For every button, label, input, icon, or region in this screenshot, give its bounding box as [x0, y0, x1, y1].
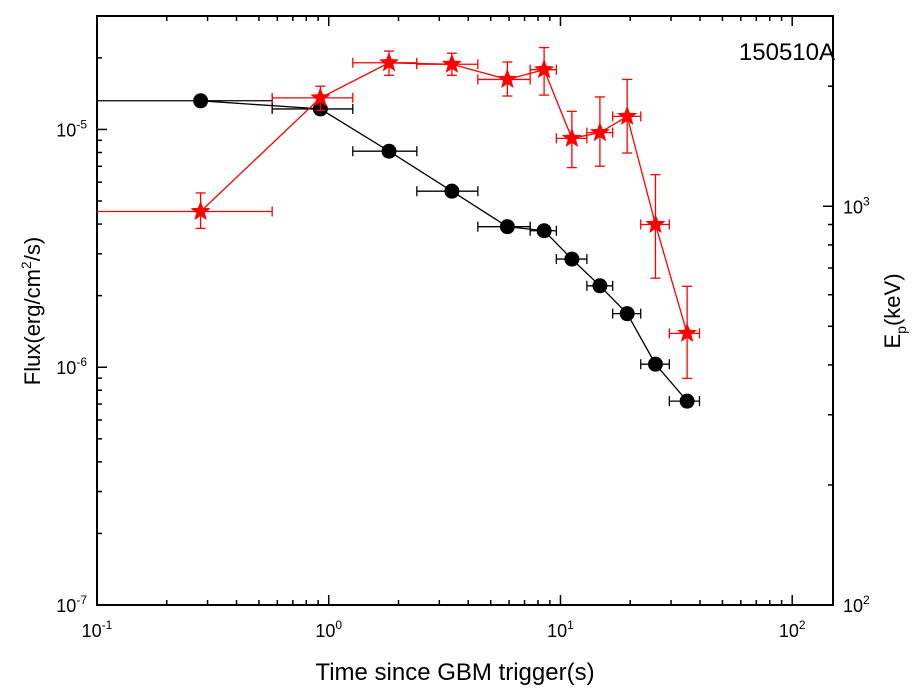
y-right-tick-label: 102: [843, 593, 870, 616]
data-point: [645, 213, 666, 234]
x-tick-label: 10-1: [82, 618, 113, 641]
data-point: [561, 127, 583, 148]
series-layer: [96, 46, 701, 409]
x-tick-label: 101: [547, 618, 574, 641]
data-point: [619, 306, 635, 322]
y-left-tick-label: 10-7: [56, 593, 87, 616]
x-tick-label: 102: [779, 618, 806, 641]
left-y-axis-label: Flux(erg/cm2/s): [18, 237, 45, 385]
data-point: [589, 121, 611, 142]
data-point: [444, 183, 460, 199]
error-bar: [96, 192, 273, 230]
series-line: [200, 100, 688, 402]
data-point: [564, 251, 580, 267]
data-point: [497, 68, 518, 89]
axis-ticks: [96, 15, 833, 606]
data-point: [499, 219, 515, 235]
x-axis-label: Time since GBM trigger(s): [315, 659, 594, 686]
data-point: [616, 105, 638, 126]
data-point: [647, 356, 663, 372]
right-y-axis-label: Ep(keV): [880, 273, 909, 348]
data-point: [536, 223, 552, 239]
series-line: [200, 62, 688, 334]
data-point: [441, 53, 463, 73]
right-y-tick-labels: 102 103: [843, 194, 870, 616]
data-point: [676, 322, 698, 343]
x-tick-labels: 10-1 100 101 102: [82, 618, 806, 641]
data-point: [378, 52, 400, 72]
data-point: [679, 393, 695, 409]
data-point: [310, 87, 331, 107]
series-1: [96, 46, 701, 380]
data-point: [190, 200, 211, 221]
series-0: [96, 93, 701, 409]
y-left-tick-label: 10-6: [56, 355, 87, 378]
data-point: [381, 143, 397, 159]
x-tick-label: 100: [315, 618, 342, 641]
left-y-tick-labels: 10-7 10-6 10-5: [56, 117, 87, 616]
data-point: [592, 278, 608, 294]
error-bar: [271, 103, 354, 114]
chart-annotation: 150510A: [739, 39, 835, 66]
data-point: [533, 58, 555, 79]
data-point: [193, 93, 209, 109]
plot-frame: [96, 15, 834, 606]
y-left-tick-label: 10-5: [56, 117, 87, 140]
y-right-tick-label: 103: [843, 194, 870, 217]
